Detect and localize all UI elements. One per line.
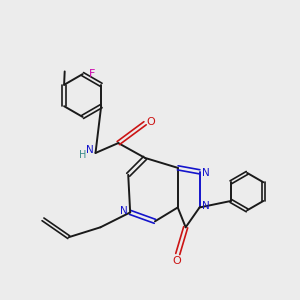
Text: O: O [172,256,181,266]
Text: N: N [120,206,128,216]
Text: N: N [202,201,210,211]
Text: H: H [79,150,87,160]
Text: N: N [86,145,94,155]
Text: F: F [89,68,95,79]
Text: N: N [202,168,210,178]
Text: O: O [146,117,155,127]
